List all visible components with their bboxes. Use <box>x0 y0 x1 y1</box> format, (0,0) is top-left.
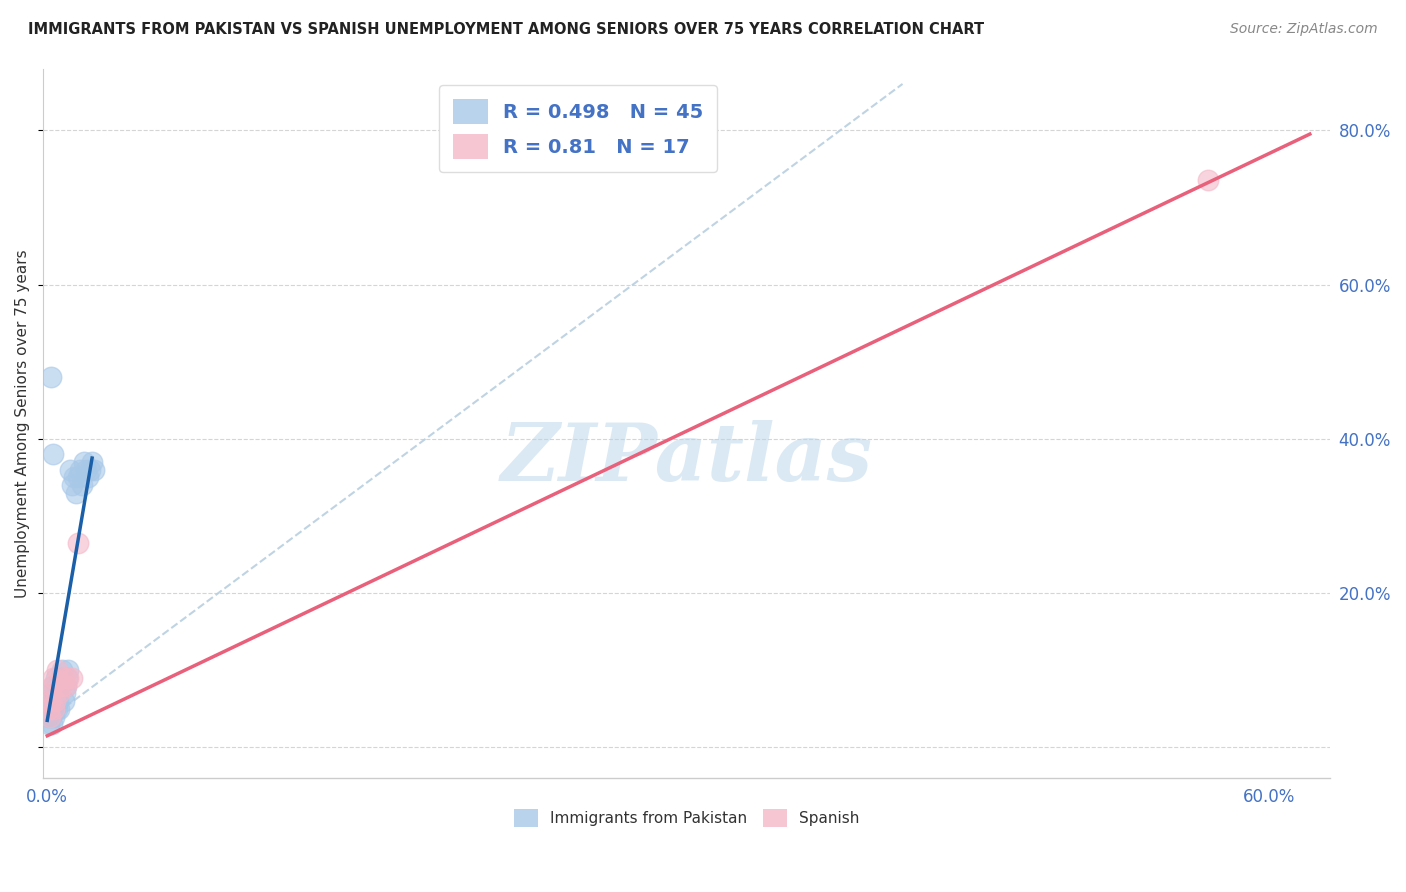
Point <box>39 702 62 716</box>
Point <box>51 663 73 677</box>
Point <box>55 679 77 693</box>
Point <box>48 686 70 700</box>
Point <box>42 702 65 716</box>
Point <box>45 694 67 708</box>
Point <box>37 702 59 716</box>
Point <box>44 694 66 708</box>
Point <box>52 671 75 685</box>
Point <box>75 463 97 477</box>
Point <box>41 679 63 693</box>
Point <box>38 709 60 723</box>
Point <box>39 686 62 700</box>
Point <box>41 709 63 723</box>
Point <box>83 463 105 477</box>
Point <box>66 470 89 484</box>
Point <box>70 478 93 492</box>
Point <box>41 370 63 384</box>
Point <box>42 671 65 685</box>
Point <box>44 702 66 716</box>
Point <box>44 686 66 700</box>
Point <box>38 694 60 708</box>
Point <box>42 679 65 693</box>
Point <box>46 679 69 693</box>
Point <box>55 679 77 693</box>
Point <box>46 702 69 716</box>
Point <box>66 536 89 550</box>
Point <box>62 470 84 484</box>
Point <box>38 709 60 723</box>
Point <box>60 478 83 492</box>
Point <box>51 679 73 693</box>
Point <box>80 455 103 469</box>
Point <box>38 702 60 716</box>
Point <box>44 709 66 723</box>
Point <box>48 702 70 716</box>
Point <box>41 694 63 708</box>
Point <box>42 447 65 461</box>
Point <box>56 663 79 677</box>
Point <box>46 686 69 700</box>
Point <box>49 679 72 693</box>
Point <box>77 470 100 484</box>
Text: ZIPatlas: ZIPatlas <box>501 420 873 498</box>
Point <box>69 463 91 477</box>
Point <box>52 694 75 708</box>
Y-axis label: Unemployment Among Seniors over 75 years: Unemployment Among Seniors over 75 years <box>15 249 30 598</box>
Point <box>46 663 69 677</box>
Point <box>60 671 83 685</box>
Point <box>38 717 60 731</box>
Point <box>41 717 63 731</box>
Point <box>55 671 77 685</box>
Point <box>41 702 63 716</box>
Point <box>79 463 101 477</box>
Point <box>59 463 82 477</box>
Text: IMMIGRANTS FROM PAKISTAN VS SPANISH UNEMPLOYMENT AMONG SENIORS OVER 75 YEARS COR: IMMIGRANTS FROM PAKISTAN VS SPANISH UNEM… <box>28 22 984 37</box>
Point <box>39 686 62 700</box>
Legend: Immigrants from Pakistan, Spanish: Immigrants from Pakistan, Spanish <box>506 802 868 834</box>
Point <box>56 671 79 685</box>
Text: Source: ZipAtlas.com: Source: ZipAtlas.com <box>1230 22 1378 37</box>
Point <box>44 702 66 716</box>
Point <box>42 694 65 708</box>
Point <box>53 686 76 700</box>
Point <box>48 694 70 708</box>
Point <box>49 671 72 685</box>
Point <box>45 671 67 685</box>
Point <box>65 485 87 500</box>
Point <box>73 455 96 469</box>
Point <box>1197 173 1219 187</box>
